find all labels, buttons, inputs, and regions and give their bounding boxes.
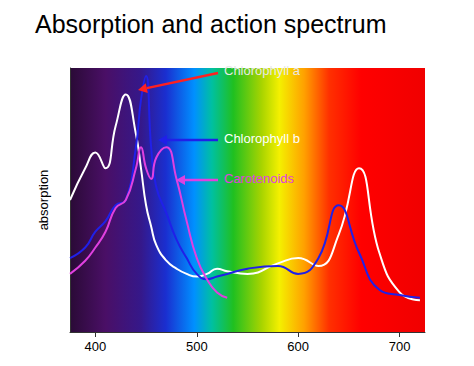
svg-text:Chlorophyll b: Chlorophyll b [224, 131, 300, 146]
svg-text:500: 500 [186, 339, 208, 354]
svg-text:400: 400 [85, 339, 107, 354]
svg-text:Carotenoids: Carotenoids [224, 171, 295, 186]
svg-text:700: 700 [389, 339, 411, 354]
svg-text:Absorption and action spectrum: Absorption and action spectrum [35, 10, 387, 38]
svg-text:Chlorophyll a: Chlorophyll a [224, 63, 301, 78]
svg-text:600: 600 [287, 339, 309, 354]
svg-text:absorption: absorption [36, 170, 51, 231]
